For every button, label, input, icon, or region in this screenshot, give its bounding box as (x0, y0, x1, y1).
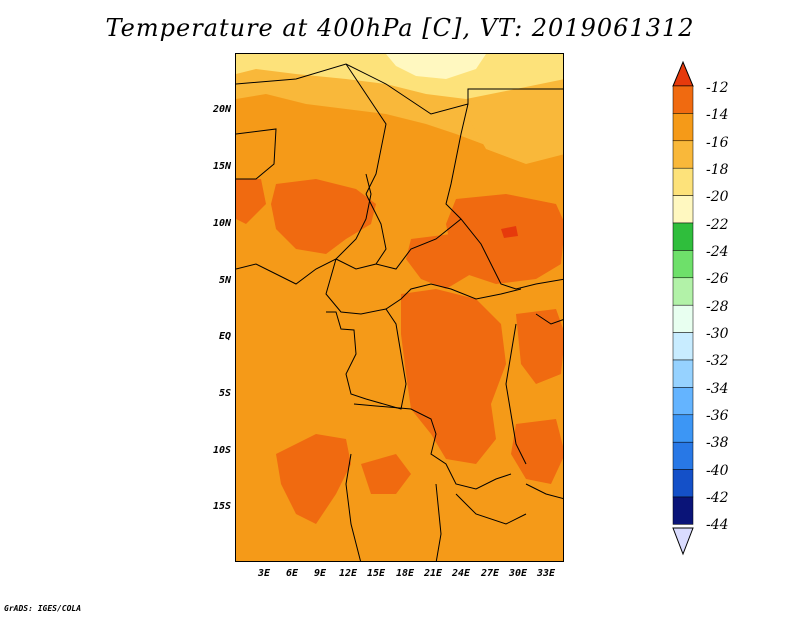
field-patch-14-sudan (446, 194, 563, 284)
colorbar-label: -14 (706, 107, 729, 123)
border-lakes (505, 323, 527, 465)
field-patch-14-tanzania (511, 419, 563, 484)
border-zambia (455, 493, 527, 525)
lat-label: 15N (212, 161, 231, 172)
border-north (236, 63, 563, 115)
map-panel (235, 53, 564, 562)
colorbar-box (672, 332, 694, 361)
border-nigeria (236, 173, 372, 285)
colorbar-label: -42 (706, 490, 729, 506)
colorbar-label: -16 (706, 135, 729, 151)
credit-text: GrADS: IGES/COLA (4, 604, 82, 613)
colorbar-box (672, 304, 694, 333)
field-patch-14-car (406, 234, 476, 289)
lon-label: 6E (285, 568, 299, 579)
colorbar-label: -22 (706, 217, 729, 233)
lon-label: 33E (536, 568, 556, 579)
border-angola-w (345, 453, 362, 561)
colorbar-box (672, 195, 694, 224)
colorbar-box (672, 167, 694, 196)
colorbar-label: -32 (706, 353, 729, 369)
colorbar-label: -12 (706, 80, 729, 96)
border-drc-angola (353, 403, 512, 490)
lat-label: 10S (212, 445, 231, 456)
colorbar-box (672, 469, 694, 498)
colorbar-box (672, 113, 694, 142)
border-car-south (325, 258, 522, 315)
border-east-south (525, 483, 563, 499)
lon-label: 12E (338, 568, 358, 579)
chart-title: Temperature at 400hPa [C], VT: 201906131… (105, 14, 695, 42)
border-east-lakes (535, 313, 563, 325)
field-band-18-east (466, 94, 563, 164)
colorbar-label: -40 (706, 463, 729, 479)
colorbar-box (672, 496, 694, 525)
colorbar-label: -38 (706, 435, 729, 451)
colorbar-bottom-arrow (672, 527, 694, 556)
colorbar-label: -36 (706, 408, 729, 424)
colorbar-label: -34 (706, 381, 729, 397)
lat-label: 20N (212, 104, 231, 115)
field-patch-14-small (361, 454, 411, 494)
lat-label: 5S (218, 388, 231, 399)
colorbar-box (672, 277, 694, 306)
lon-label: 30E (508, 568, 528, 579)
lat-label: EQ (218, 331, 231, 342)
colorbar-box (672, 250, 694, 279)
colorbar (672, 60, 694, 556)
field-patch-14-nigeria (271, 179, 376, 254)
field-band-22 (386, 54, 486, 79)
colorbar-label: -28 (706, 299, 729, 315)
border-niger-chad (345, 63, 387, 195)
lon-label: 21E (423, 568, 443, 579)
colorbar-label: -44 (706, 517, 729, 533)
lon-label: 9E (313, 568, 327, 579)
colorbar-box (672, 414, 694, 443)
colorbar-label: -18 (706, 162, 729, 178)
lat-label: 15S (212, 501, 231, 512)
colorbar-label: -26 (706, 271, 729, 287)
colorbar-box (672, 387, 694, 416)
field-patch-14-west (236, 179, 266, 224)
lat-label: 5N (218, 275, 231, 286)
field-patch-14-congo (401, 289, 506, 464)
colorbar-label: -24 (706, 244, 729, 260)
colorbar-box (672, 85, 694, 114)
lon-label: 3E (257, 568, 271, 579)
colorbar-box (672, 222, 694, 251)
lon-label: 24E (451, 568, 471, 579)
field-patch-14-angola (276, 434, 351, 524)
border-cameroon-n (335, 193, 387, 270)
border-car (375, 218, 462, 270)
border-angola-e (435, 483, 442, 561)
colorbar-box (672, 359, 694, 388)
colorbar-box (672, 140, 694, 169)
field-band-20 (236, 54, 563, 99)
lon-label: 18E (395, 568, 415, 579)
colorbar-label: -20 (706, 189, 729, 205)
field-patch-14-east (516, 309, 563, 384)
colorbar-top-arrow (672, 60, 694, 87)
colorbar-boxes (672, 85, 694, 525)
lon-label: 27E (480, 568, 500, 579)
temperature-map (236, 54, 563, 561)
lon-label: 15E (366, 568, 386, 579)
colorbar-label: -30 (706, 326, 729, 342)
colorbar-box (672, 441, 694, 470)
country-borders (236, 63, 563, 561)
field-patch-12 (501, 226, 518, 238)
border-west-1 (236, 128, 277, 180)
border-chad-sudan (445, 103, 563, 290)
lat-label: 10N (212, 218, 231, 229)
border-gabon (326, 311, 367, 400)
